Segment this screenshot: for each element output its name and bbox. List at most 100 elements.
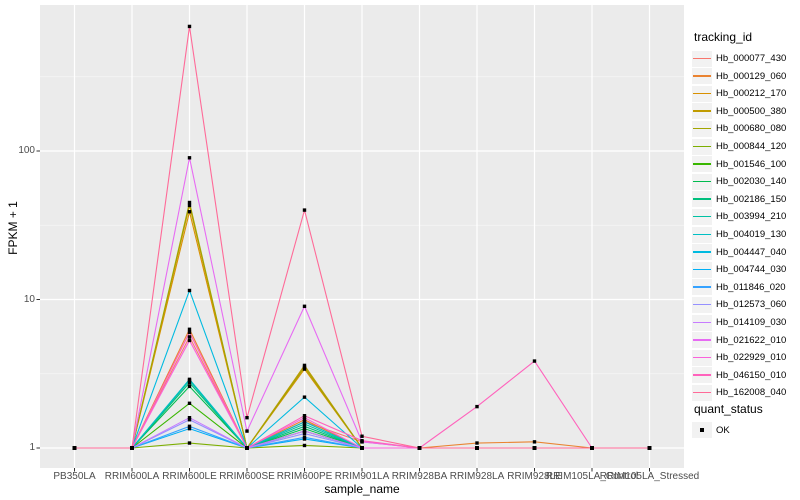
legend-key	[692, 244, 712, 261]
legend-item-label: Hb_000077_430	[716, 53, 787, 64]
data-point	[475, 446, 479, 450]
legend-key	[692, 50, 712, 67]
legend-item: Hb_000212_170	[692, 85, 786, 102]
legend-item: Hb_002030_140	[692, 173, 786, 190]
legend-item: Hb_011846_020	[692, 279, 786, 296]
legend-tracking-id: tracking_id Hb_000077_430 Hb_000129_060 Hb…	[692, 30, 800, 402]
legend-line-swatch	[693, 374, 711, 376]
legend2-item: OK	[692, 422, 800, 438]
legend-line-swatch	[693, 268, 711, 271]
x-tick-label: RRIM901LA	[334, 471, 390, 482]
legend-line-swatch	[693, 215, 711, 218]
legend-item-label: Hb_004447_040	[716, 246, 787, 258]
legend-line-swatch	[693, 356, 711, 359]
legend-title: tracking_id	[694, 30, 753, 44]
legend-key	[692, 279, 712, 296]
legend-line-swatch	[693, 110, 711, 112]
x-axis-title: sample_name	[324, 482, 400, 496]
legend-line-swatch	[693, 127, 711, 130]
data-point	[187, 330, 192, 335]
legend-line-swatch	[693, 145, 711, 148]
legend-item: Hb_021622_010	[692, 332, 786, 349]
legend-key	[692, 349, 712, 366]
data-point	[302, 367, 307, 371]
data-point	[302, 435, 307, 440]
data-point	[187, 335, 192, 339]
legend-key	[692, 314, 712, 331]
legend-key	[692, 367, 712, 384]
legend-line-swatch	[693, 163, 711, 165]
data-point	[302, 429, 307, 433]
legend-item: Hb_000844_120	[692, 138, 786, 155]
legend-items: Hb_000077_430 Hb_000129_060 Hb_000212_170 H…	[692, 50, 800, 402]
data-point	[475, 404, 479, 409]
data-point	[302, 395, 307, 399]
legend-item-label: Hb_162008_040	[716, 387, 787, 399]
legend-item-label: Hb_001546_100	[716, 158, 787, 170]
legend-item: Hb_000129_060	[692, 68, 786, 85]
data-point	[360, 446, 364, 450]
data-point	[302, 426, 307, 431]
legend-item-label: Hb_000680_080	[716, 123, 787, 135]
x-tick-label: RRIM105LA_Control	[545, 471, 639, 482]
legend-line-swatch	[693, 321, 711, 324]
y-tick-label: 10	[23, 293, 35, 305]
data-point	[532, 440, 537, 444]
legend-item-label: Hb_004019_130	[716, 229, 787, 240]
legend-item: Hb_014109_030	[692, 314, 786, 331]
data-point	[302, 415, 307, 420]
data-point	[187, 288, 192, 293]
x-tick-label: RRIM600SE	[219, 471, 275, 482]
y-axis-title: FPKM + 1	[6, 201, 20, 255]
x-tick-label: RRIM105LA_Stressed	[599, 471, 700, 482]
data-point	[245, 415, 249, 420]
data-point	[187, 327, 192, 331]
data-point	[130, 446, 134, 450]
x-tick-label: RRIM928LE	[507, 471, 562, 482]
legend-line-swatch	[693, 286, 711, 288]
legend2-key	[692, 422, 712, 438]
data-point	[187, 441, 192, 445]
data-point	[302, 422, 307, 426]
data-point	[302, 208, 307, 212]
legend-key	[692, 296, 712, 313]
legend-item-label: Hb_021622_010	[716, 334, 787, 346]
legend-item: Hb_162008_040	[692, 384, 786, 401]
legend-item-label: Hb_002186_150	[716, 193, 787, 205]
legend2-title: quant_status	[694, 402, 763, 416]
legend-key	[692, 226, 712, 243]
legend-item-label: Hb_014109_030	[716, 317, 787, 328]
data-point	[187, 418, 192, 422]
data-point	[590, 446, 594, 450]
legend-key	[692, 103, 712, 120]
legend-item-label: Hb_000212_170	[716, 88, 787, 100]
data-point	[187, 338, 192, 343]
legend-key	[692, 332, 712, 349]
legend-key	[692, 120, 712, 137]
legend2-item-label: OK	[716, 424, 730, 436]
data-point	[245, 446, 249, 450]
y-tick-label: 1	[29, 442, 35, 453]
data-point	[187, 426, 192, 431]
data-point	[245, 429, 249, 433]
legend-item: Hb_012573_060	[692, 296, 786, 313]
data-point	[187, 415, 192, 420]
data-point	[187, 200, 192, 205]
data-point	[360, 438, 364, 443]
data-point	[187, 401, 192, 405]
legend-item-label: Hb_004744_030	[716, 264, 787, 276]
data-point	[187, 381, 192, 385]
legend-key	[692, 173, 712, 190]
legend-item: Hb_001546_100	[692, 156, 786, 173]
legend-item-label: Hb_002030_140	[716, 176, 787, 188]
legend-line-swatch	[693, 303, 711, 306]
legend-quant-status: quant_status OK	[692, 402, 800, 438]
data-point	[187, 203, 192, 208]
legend-line-swatch	[693, 251, 711, 253]
x-tick-label: RRIM600PE	[276, 471, 333, 482]
legend-item: Hb_046150_010	[692, 367, 786, 384]
legend-item: Hb_003994_210	[692, 208, 786, 225]
legend-item-label: Hb_046150_010	[716, 369, 787, 381]
legend-line-swatch	[693, 75, 711, 77]
